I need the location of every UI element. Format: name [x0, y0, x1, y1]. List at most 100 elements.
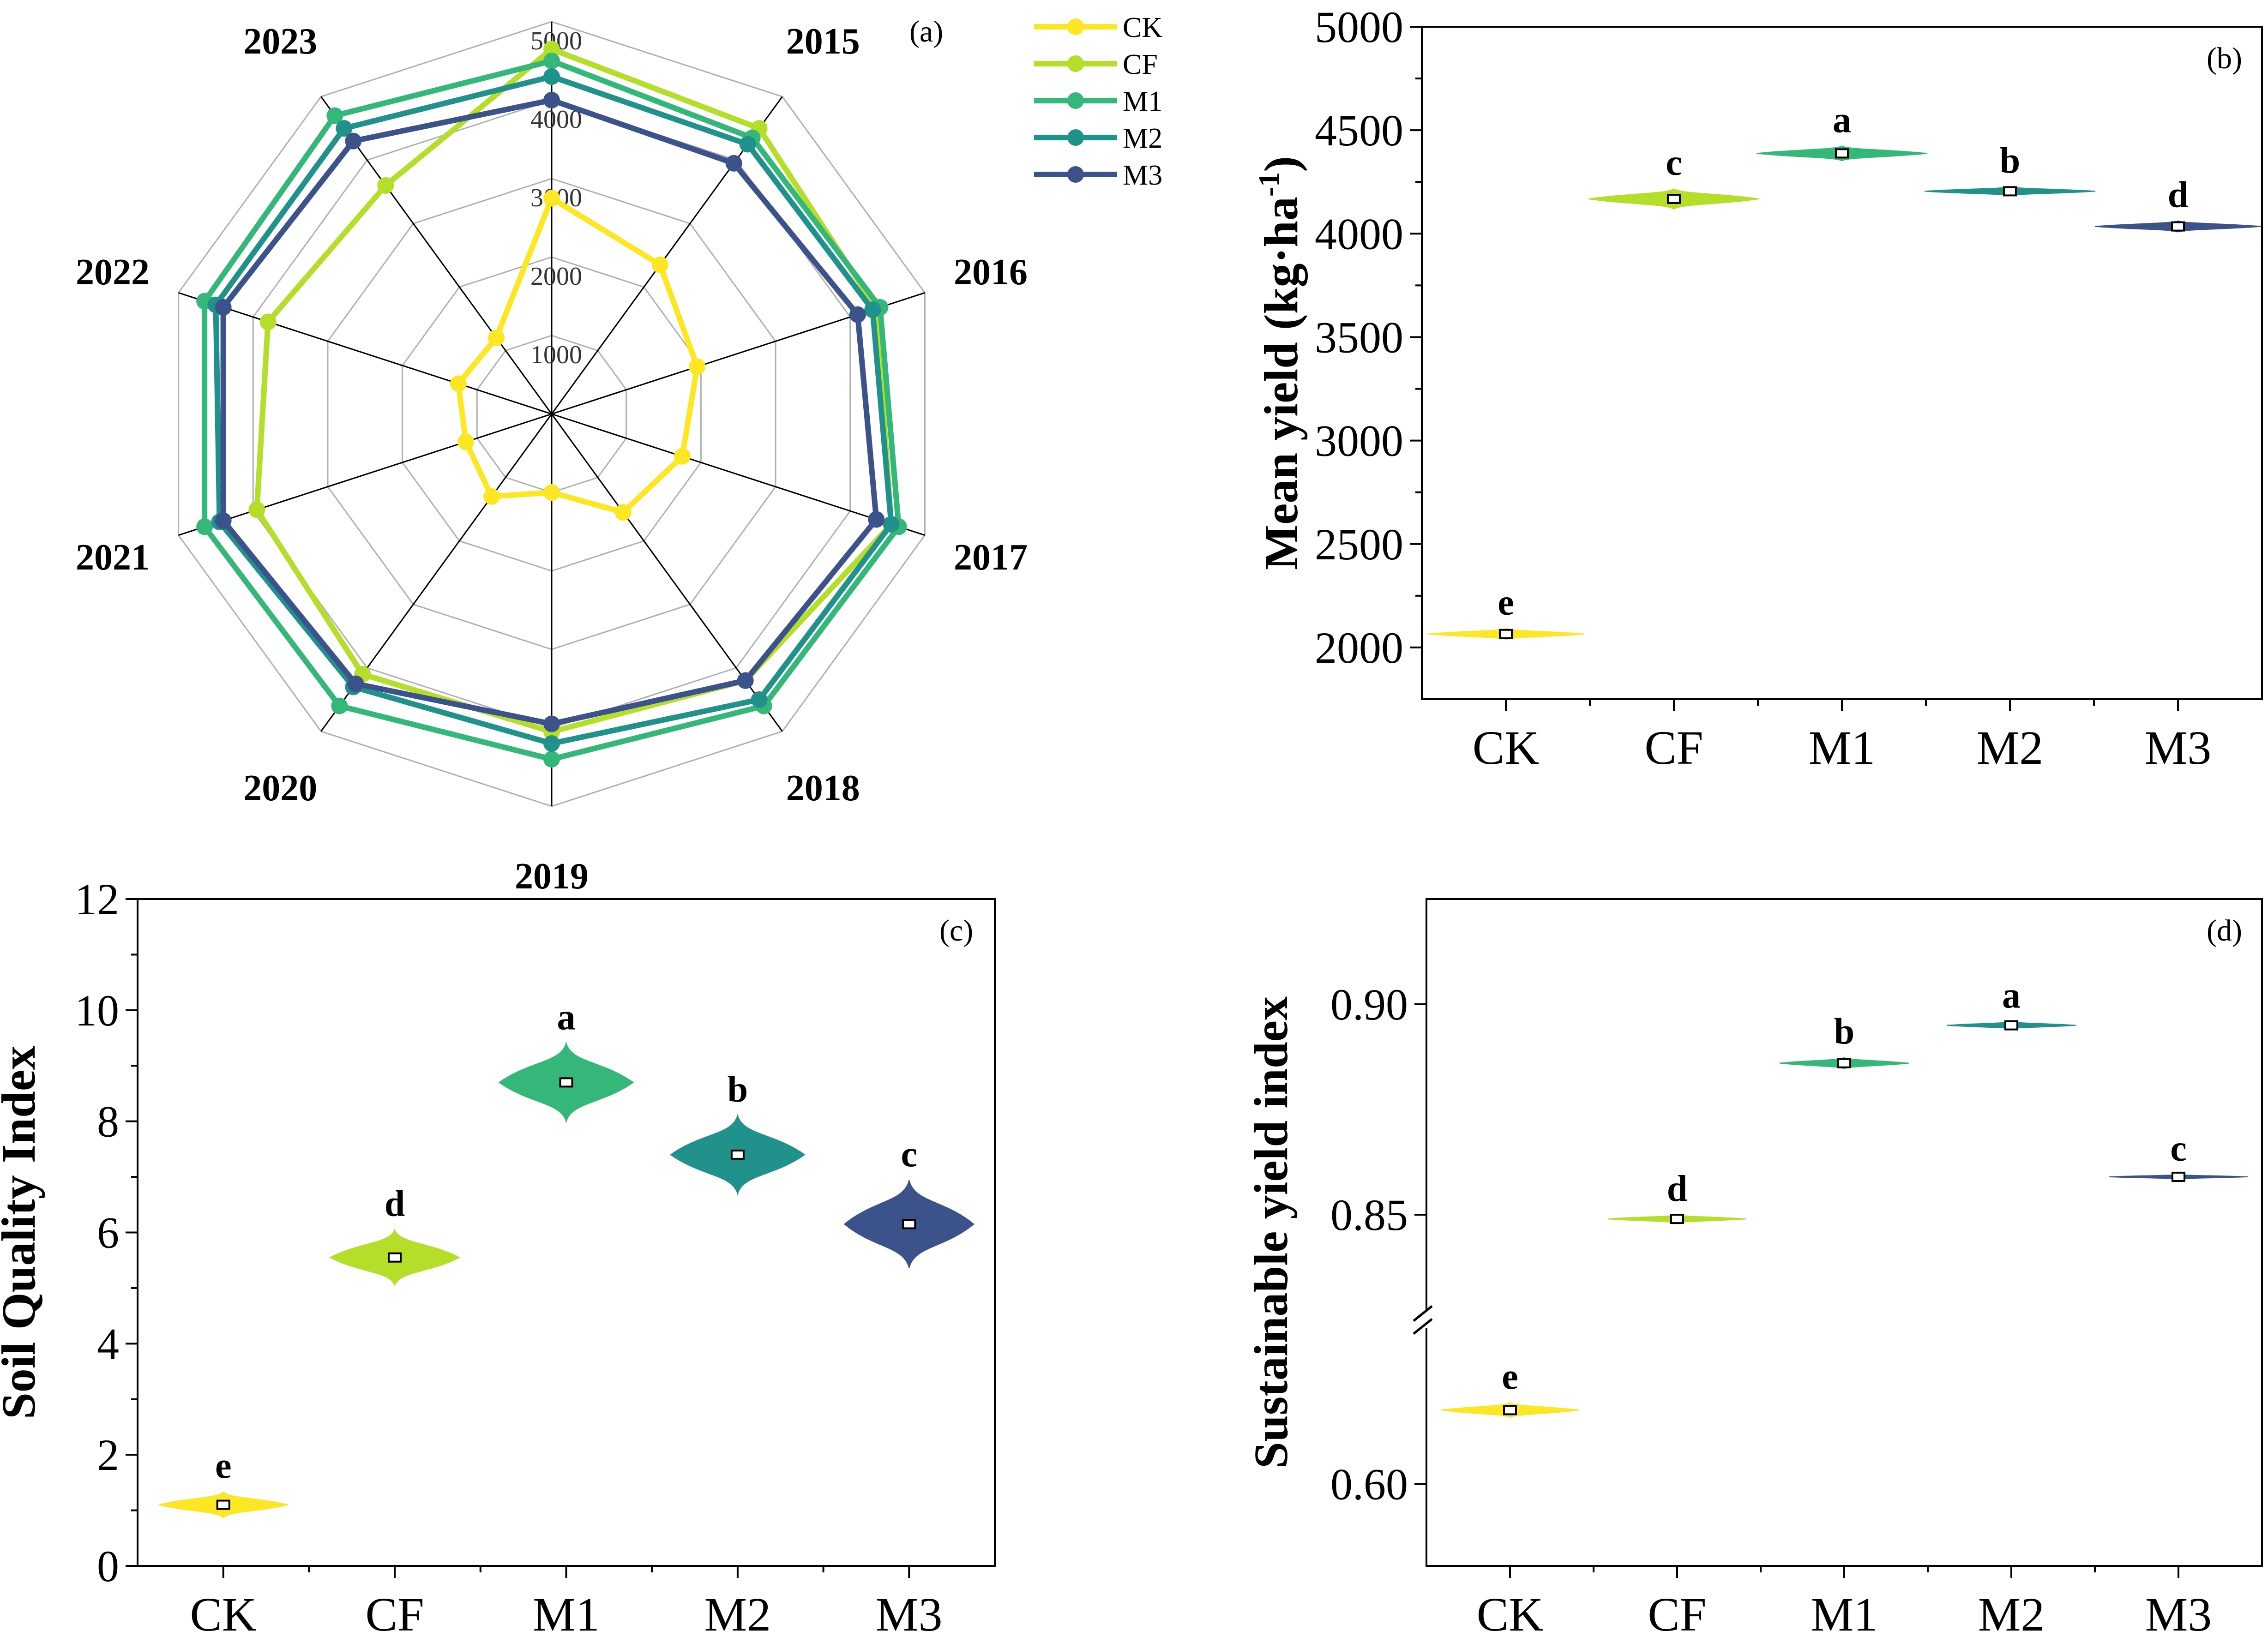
- violin-m1: [1756, 145, 1928, 162]
- axis-break-mark: [1413, 1318, 1433, 1335]
- mean-yield-panel: (b) 2000 2500 3000 3500 4000 4500 5000 CK CF M1 M2…: [1252, 2, 2263, 774]
- radar-year-label: 2021: [76, 537, 150, 578]
- x-category-label: M3: [2145, 1588, 2212, 1637]
- legend-item-cf: CF: [1034, 49, 1158, 80]
- radar-point: [543, 53, 560, 69]
- radar-point: [739, 136, 756, 153]
- y-tick-label: 2000: [1315, 623, 1403, 672]
- x-category-label: M1: [533, 1588, 599, 1637]
- ylabel-superscript: -1: [1252, 172, 1285, 197]
- radar-point: [849, 306, 866, 323]
- radar-year-label: 2017: [954, 537, 1028, 578]
- median-box: [1837, 1058, 1851, 1068]
- median-box: [730, 1149, 745, 1160]
- radar-point: [457, 433, 475, 450]
- median-box: [1503, 1405, 1517, 1415]
- legend-marker: [1067, 55, 1084, 72]
- radar-series-m3: [215, 92, 885, 732]
- median-box: [1670, 1214, 1684, 1224]
- legend-label: M1: [1123, 86, 1162, 117]
- significance-letter: c: [2170, 1128, 2187, 1169]
- median-box: [2172, 1171, 2185, 1182]
- panel-c-axes: 0 2 4 6 8 10 12 CK CF M1 M2 M3: [75, 875, 943, 1637]
- violin-m2: [1946, 1020, 2076, 1031]
- radar-year-label: 2015: [786, 21, 860, 62]
- radar-point: [868, 511, 885, 528]
- legend-label: CK: [1123, 12, 1162, 43]
- radar-year-label: 2016: [954, 252, 1028, 293]
- violin-m3: [843, 1180, 975, 1268]
- legend-item-m2: M2: [1034, 123, 1162, 154]
- radar-point: [248, 501, 265, 518]
- radar-point: [737, 672, 754, 689]
- significance-letter: b: [728, 1069, 748, 1110]
- significance-letter: c: [901, 1134, 918, 1175]
- significance-letter: a: [2002, 976, 2021, 1016]
- legend-marker: [1067, 18, 1084, 35]
- radar-point: [543, 41, 560, 58]
- x-category-label: CK: [190, 1588, 256, 1637]
- violin-ck: [158, 1491, 288, 1519]
- median-box: [1835, 148, 1849, 159]
- x-category-label: M1: [1809, 721, 1875, 774]
- ylabel-close: ): [1255, 156, 1308, 172]
- radar-year-label: 2023: [243, 21, 317, 62]
- radar-point: [345, 132, 362, 150]
- panel-d-violins: e d b a c: [1440, 976, 2248, 1418]
- y-tick-label: 0.90: [1330, 980, 1408, 1029]
- x-category-label: M3: [876, 1588, 942, 1637]
- radar-year-labels: 2014201520162017201820192020202120222023: [76, 21, 1028, 897]
- y-tick-label: 10: [75, 986, 119, 1035]
- legend-marker: [1067, 129, 1084, 146]
- radar-spoke: [178, 413, 552, 536]
- x-category-label: CK: [1473, 721, 1539, 774]
- radar-point: [543, 751, 560, 768]
- radar-point: [543, 92, 560, 108]
- legend-label: CF: [1123, 49, 1158, 80]
- radar-point: [725, 155, 742, 172]
- y-tick-label: 2500: [1315, 520, 1403, 569]
- radar-year-label: 2018: [786, 768, 860, 809]
- radar-point: [751, 691, 768, 708]
- median-box: [2004, 1020, 2018, 1031]
- radar-point: [215, 299, 232, 316]
- radar-point: [864, 301, 881, 318]
- y-tick-label: 0.85: [1330, 1190, 1408, 1240]
- radar-point: [674, 448, 691, 465]
- x-category-label: CF: [365, 1588, 424, 1637]
- radar-point: [543, 484, 560, 501]
- violin-ck: [1427, 628, 1585, 640]
- panel-c-violins: e d a b c: [158, 997, 975, 1519]
- significance-letter: e: [1502, 1356, 1518, 1397]
- violin-cf: [1607, 1214, 1747, 1224]
- radar-point: [331, 697, 348, 714]
- panel-c-tag: (c): [939, 914, 973, 947]
- y-tick-label: 4500: [1315, 106, 1403, 155]
- significance-letter: b: [1834, 1012, 1855, 1052]
- y-tick-label: 6: [97, 1208, 119, 1258]
- radar-point: [196, 518, 213, 535]
- radar-point: [336, 120, 353, 137]
- median-box: [1667, 193, 1681, 204]
- radar-point: [614, 504, 632, 521]
- y-tick-label: 3500: [1315, 312, 1403, 362]
- x-category-label: M1: [1811, 1588, 1877, 1637]
- radar-point: [488, 329, 505, 346]
- significance-letter: b: [2000, 140, 2021, 181]
- median-box: [559, 1077, 573, 1088]
- violin-m2: [1924, 186, 2096, 197]
- radar-series-ck: [450, 190, 706, 521]
- violin-m3: [2094, 220, 2262, 233]
- radar-point: [543, 68, 560, 85]
- panel-b-y-axis-label: Mean yield (kg·ha-1): [1252, 156, 1308, 570]
- radar-series: [196, 41, 907, 768]
- x-category-label: CF: [1644, 721, 1703, 774]
- radar-point: [651, 256, 668, 273]
- legend-item-m3: M3: [1034, 160, 1162, 191]
- violin-cf: [1588, 188, 1760, 210]
- radar-spoke: [178, 292, 552, 415]
- radar-spoke: [551, 413, 925, 536]
- significance-letter: a: [557, 997, 576, 1037]
- median-box: [1499, 629, 1513, 639]
- violin-cf: [329, 1228, 461, 1287]
